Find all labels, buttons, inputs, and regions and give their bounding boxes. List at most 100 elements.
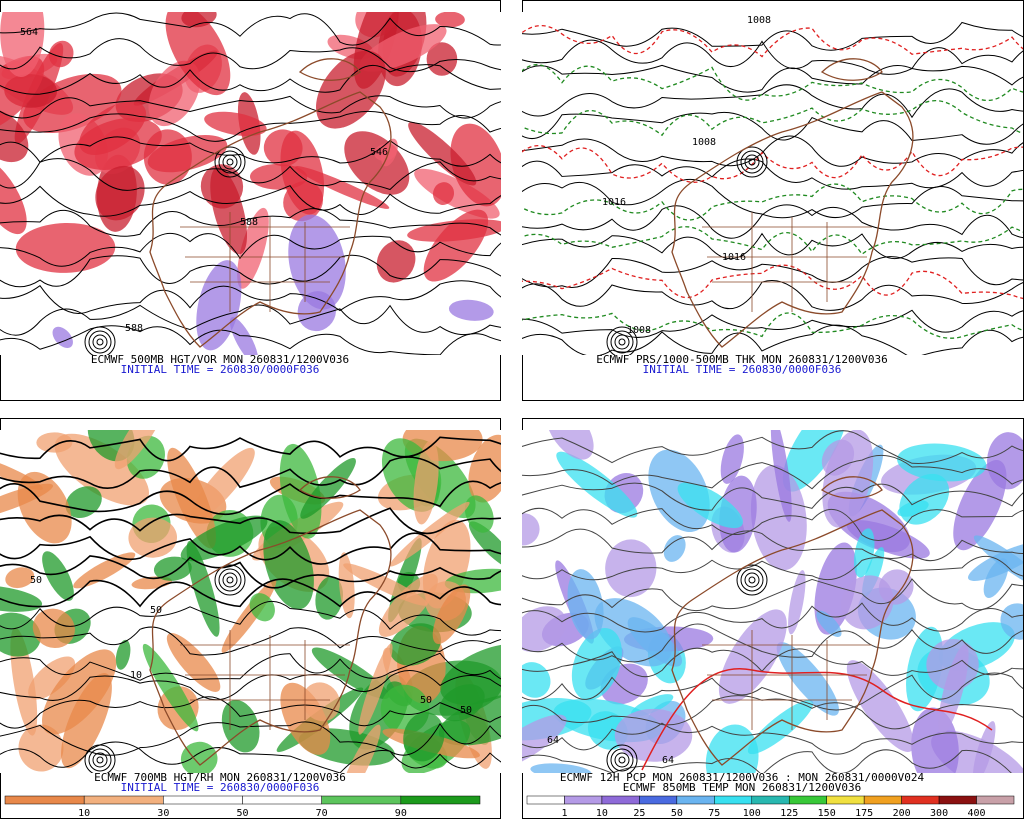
low-center bbox=[606, 744, 638, 773]
shaded-area bbox=[73, 552, 136, 589]
colorbar-label: 30 bbox=[157, 808, 169, 819]
contour-line bbox=[0, 136, 501, 167]
shaded-area bbox=[816, 610, 842, 638]
shaded-area bbox=[435, 12, 465, 28]
coastline bbox=[149, 58, 392, 348]
shaded-area bbox=[165, 12, 231, 96]
contour-line bbox=[0, 185, 501, 217]
shaded-area bbox=[403, 712, 445, 762]
shaded-area bbox=[0, 612, 41, 657]
shaded-area bbox=[343, 563, 428, 606]
thickness-line bbox=[522, 226, 1023, 256]
contour-line bbox=[522, 749, 1012, 773]
colorbar-segment bbox=[526, 795, 565, 805]
shaded-area bbox=[408, 121, 477, 186]
shaded-area bbox=[95, 165, 145, 221]
contour-label: 10 bbox=[130, 670, 142, 681]
thickness-line bbox=[522, 312, 1023, 339]
shaded-area bbox=[953, 460, 1007, 551]
shaded-area bbox=[718, 609, 787, 704]
coastline bbox=[671, 476, 914, 766]
contour-line bbox=[522, 430, 1023, 465]
low-center bbox=[96, 756, 104, 764]
shaded-area bbox=[389, 623, 442, 666]
colorbar-segment bbox=[901, 795, 940, 805]
contour-line bbox=[0, 480, 501, 516]
shaded-area bbox=[300, 457, 356, 519]
shaded-area bbox=[17, 471, 72, 544]
contour-line bbox=[522, 722, 1023, 755]
contour-line bbox=[522, 280, 1023, 311]
shaded-area bbox=[448, 299, 494, 321]
colorbar-segment bbox=[976, 795, 1015, 805]
contour-label: 588 bbox=[240, 217, 258, 228]
shaded-area bbox=[450, 123, 501, 207]
shaded-area bbox=[48, 40, 74, 68]
contour-line bbox=[0, 652, 501, 681]
contour-line bbox=[0, 12, 501, 46]
low-center bbox=[744, 572, 760, 588]
colorbar-segment bbox=[163, 795, 243, 805]
colorbar-segment bbox=[863, 795, 902, 805]
shaded-area bbox=[423, 209, 489, 282]
contour-line bbox=[0, 555, 501, 589]
shaded-area bbox=[438, 693, 501, 746]
shaded-area bbox=[414, 168, 500, 219]
shaded-area bbox=[530, 763, 592, 773]
map-layers bbox=[522, 430, 1023, 773]
shaded-area bbox=[18, 724, 64, 772]
shaded-area bbox=[1000, 603, 1023, 640]
thickness-line bbox=[522, 144, 1023, 183]
shaded-area bbox=[556, 451, 638, 518]
shaded-area bbox=[61, 673, 112, 769]
low-center bbox=[748, 158, 756, 166]
contour-line bbox=[522, 507, 1023, 541]
shaded-area bbox=[65, 486, 102, 519]
shaded-area bbox=[180, 741, 218, 773]
colorbar-label: 50 bbox=[671, 808, 683, 819]
shaded-area bbox=[782, 430, 847, 492]
low-center bbox=[218, 568, 242, 592]
contour-line bbox=[0, 626, 501, 656]
colorbar-segment bbox=[676, 795, 715, 805]
low-center bbox=[618, 338, 626, 346]
low-center bbox=[88, 748, 112, 772]
shaded-area bbox=[750, 464, 807, 571]
contour-line bbox=[522, 256, 1023, 288]
low-center bbox=[84, 744, 116, 773]
shaded-area bbox=[15, 222, 116, 273]
contour-line bbox=[0, 280, 501, 314]
colorbar-label: 10 bbox=[78, 808, 90, 819]
colorbar-label: 10 bbox=[596, 808, 608, 819]
contour-line bbox=[522, 232, 1023, 260]
low-center bbox=[614, 334, 630, 350]
contour-line bbox=[522, 528, 1023, 562]
shaded-area bbox=[464, 495, 494, 533]
contour-label: 1008 bbox=[747, 15, 771, 26]
contour-line bbox=[522, 158, 1023, 190]
shaded-area bbox=[166, 633, 221, 692]
contour-label: 64 bbox=[662, 755, 674, 766]
low-center bbox=[96, 338, 104, 346]
shaded-area bbox=[468, 434, 501, 503]
shaded-area bbox=[605, 539, 657, 598]
contour-line bbox=[522, 602, 1023, 633]
contour-label: 50 bbox=[150, 605, 162, 616]
low-center bbox=[222, 154, 238, 170]
contour-line bbox=[0, 741, 501, 773]
low-center bbox=[610, 330, 634, 354]
colorbar-segment bbox=[751, 795, 790, 805]
contour-label: 64 bbox=[547, 735, 559, 746]
map-layers bbox=[522, 12, 1023, 355]
contour-line bbox=[0, 208, 501, 237]
shaded-area bbox=[972, 721, 996, 773]
colorbar-label: 25 bbox=[633, 808, 645, 819]
shaded-area bbox=[186, 540, 220, 637]
map-layers bbox=[0, 12, 501, 355]
shaded-area bbox=[522, 513, 540, 546]
shaded-area bbox=[468, 521, 501, 569]
shaded-area bbox=[288, 214, 346, 310]
contour-line bbox=[0, 95, 501, 119]
contour-line bbox=[0, 304, 501, 336]
contour-label: 588 bbox=[125, 323, 143, 334]
